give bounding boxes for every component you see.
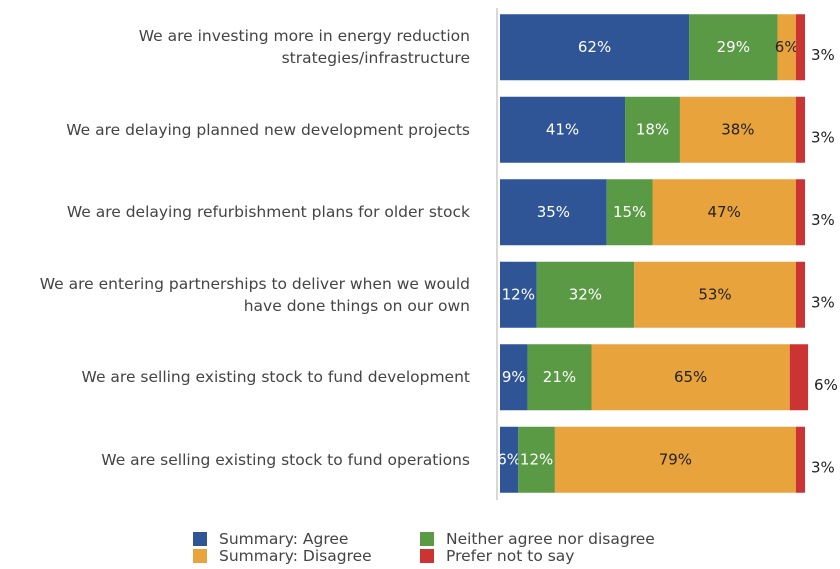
bar-segment: [689, 14, 778, 81]
bar-segment: [518, 426, 555, 493]
bar-segment: [795, 96, 805, 163]
bar-segment: [500, 179, 607, 246]
data-label: 6%: [814, 376, 838, 394]
bar-segment: [500, 261, 537, 328]
data-label: 53%: [698, 285, 731, 303]
category-label: We are delaying refurbishment plans for …: [66, 203, 470, 222]
bar-segment: [500, 344, 528, 411]
bar-segment: [625, 96, 680, 163]
data-label: 3%: [811, 458, 835, 476]
data-label: 62%: [578, 38, 611, 56]
bar-segment: [795, 179, 805, 246]
category-label: We are delaying planned new development …: [66, 120, 470, 139]
data-label: 6%: [497, 450, 521, 468]
bar-segment: [795, 261, 805, 328]
legend-item: Prefer not to say: [420, 547, 574, 565]
bar-segment: [500, 96, 626, 163]
data-label: 79%: [659, 450, 692, 468]
data-label: 29%: [717, 38, 750, 56]
data-label: 38%: [721, 120, 754, 138]
data-label: 35%: [537, 203, 570, 221]
data-label: 3%: [811, 211, 835, 229]
legend-swatch: [193, 549, 207, 563]
legend-label: Prefer not to say: [446, 547, 575, 565]
bar-segment: [500, 426, 519, 493]
data-label: 15%: [613, 203, 646, 221]
data-label: 47%: [708, 203, 741, 221]
legend-swatch: [193, 532, 207, 546]
category-label: We are selling existing stock to fund de…: [81, 368, 470, 387]
category-label: We are selling existing stock to fund op…: [101, 450, 470, 469]
bar-segment: [777, 14, 796, 81]
bar-segment: [652, 179, 796, 246]
legend-label: Neither agree nor disagree: [446, 530, 655, 548]
bar-segment: [634, 261, 796, 328]
category-label: We are investing more in energy reductio…: [138, 27, 470, 68]
data-label: 32%: [569, 285, 602, 303]
data-label: 3%: [811, 293, 835, 311]
data-label: 41%: [546, 120, 579, 138]
legend-item: Summary: Agree: [193, 530, 348, 548]
data-label: 9%: [502, 368, 526, 386]
data-label: 3%: [811, 128, 835, 146]
bar-segment: [606, 179, 653, 246]
data-label: 6%: [775, 38, 799, 56]
data-label: 12%: [520, 450, 553, 468]
category-label: We are entering partnerships to deliver …: [39, 274, 470, 315]
bar-segment: [536, 261, 635, 328]
data-label: 21%: [543, 368, 576, 386]
legend-item: Neither agree nor disagree: [420, 530, 655, 548]
data-label: 18%: [636, 120, 669, 138]
bar-segment: [795, 426, 805, 493]
legend-label: Summary: Agree: [219, 530, 349, 548]
legend-label: Summary: Disagree: [219, 547, 372, 565]
bar-segment: [795, 14, 805, 81]
data-label: 3%: [811, 46, 835, 64]
bar-segment: [527, 344, 592, 411]
bar-segment: [789, 344, 809, 411]
bar-segment: [500, 14, 690, 81]
bar-segment: [554, 426, 796, 493]
data-label: 12%: [502, 285, 535, 303]
legend-swatch: [420, 549, 434, 563]
data-label: 65%: [674, 368, 707, 386]
legend-swatch: [420, 532, 434, 546]
bar-segment: [591, 344, 790, 411]
legend-item: Summary: Disagree: [193, 547, 372, 565]
bar-segment: [679, 96, 796, 163]
